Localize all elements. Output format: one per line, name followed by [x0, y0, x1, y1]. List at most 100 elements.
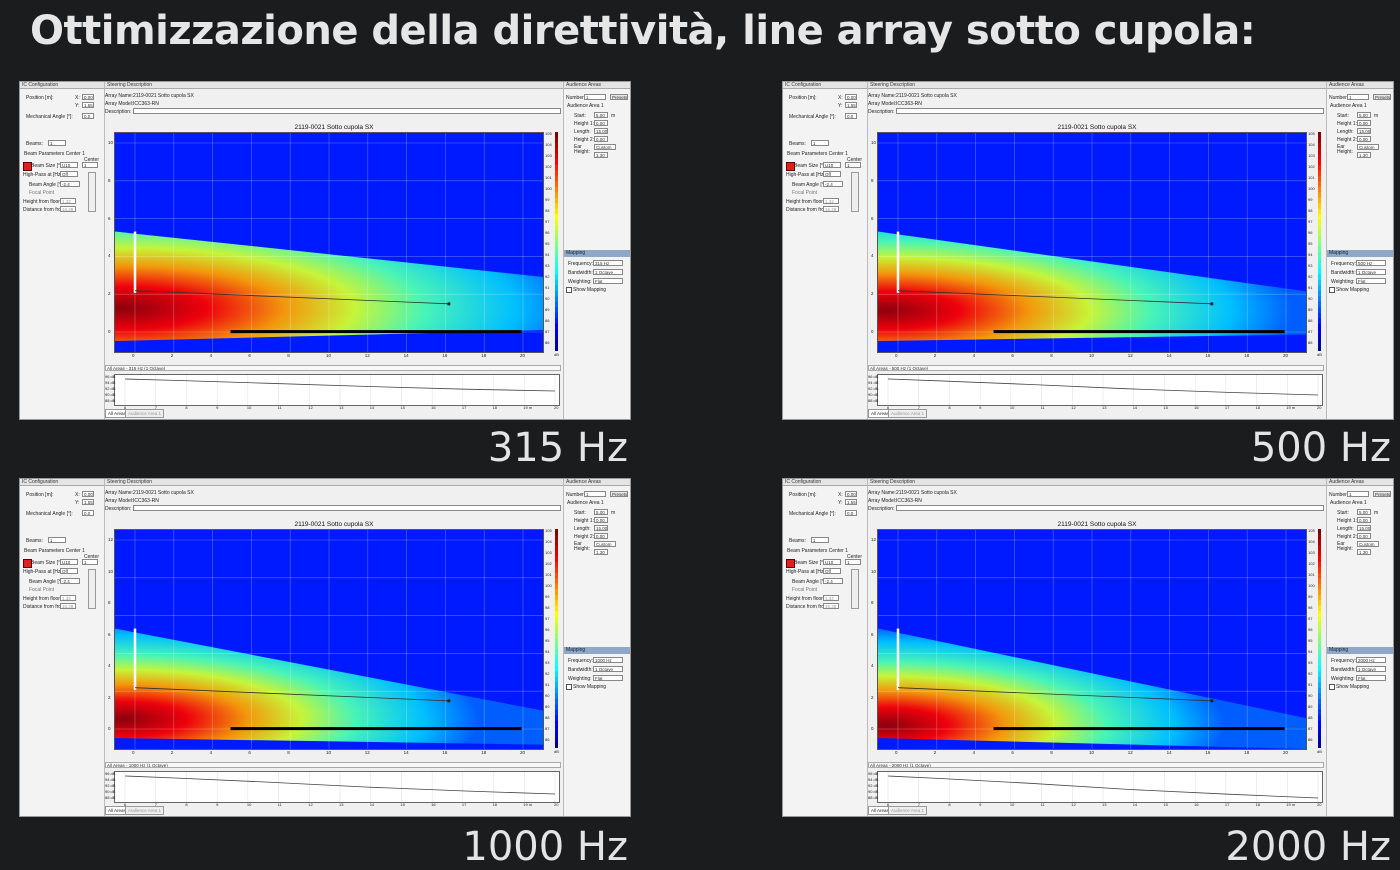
number-select[interactable]: 1: [584, 491, 606, 497]
x-input[interactable]: 0.00: [845, 94, 857, 100]
distance-front-input[interactable]: 16.28: [60, 603, 76, 609]
high-pass-select[interactable]: Off: [823, 171, 841, 177]
beam-angle-input[interactable]: -2.4: [823, 181, 843, 187]
height2-input[interactable]: 0.00: [594, 533, 608, 539]
mechanical-angle-input[interactable]: 0.0: [82, 113, 94, 119]
start-input[interactable]: 5.00: [1357, 112, 1371, 118]
ear-height-input[interactable]: 1.30: [1357, 152, 1371, 158]
bandwidth-select[interactable]: 1 Octave: [593, 269, 623, 275]
beam-size-select[interactable]: U10: [60, 559, 78, 565]
ear-height-select[interactable]: Custom: [594, 541, 616, 547]
show-mapping-checkbox[interactable]: [566, 684, 572, 690]
beam-angle-input[interactable]: -2.4: [60, 578, 80, 584]
description-input[interactable]: [896, 108, 1324, 114]
height2-input[interactable]: 0.00: [1357, 533, 1371, 539]
ear-height-select[interactable]: Custom: [594, 144, 616, 150]
start-input[interactable]: 5.00: [594, 112, 608, 118]
height1-input[interactable]: 0.00: [594, 120, 608, 126]
start-input[interactable]: 5.00: [594, 509, 608, 515]
height1-input[interactable]: 0.00: [1357, 517, 1371, 523]
beam-angle-slider[interactable]: [88, 569, 96, 609]
number-select[interactable]: 1: [1347, 94, 1369, 100]
beam-color-swatch[interactable]: [786, 162, 795, 171]
frequency-select[interactable]: 315 Hz: [593, 260, 623, 266]
beam-size-select[interactable]: U10: [823, 162, 841, 168]
height-floor-input[interactable]: 1.32: [60, 595, 76, 601]
description-input[interactable]: [133, 108, 561, 114]
high-pass-select[interactable]: Off: [823, 568, 841, 574]
y-input[interactable]: 1.55: [82, 499, 94, 505]
frequency-select[interactable]: 500 Hz: [1356, 260, 1386, 266]
weighting-select[interactable]: Flat: [1356, 278, 1386, 284]
number-select[interactable]: 1: [584, 94, 606, 100]
show-mapping-checkbox[interactable]: [566, 287, 572, 293]
distance-front-input[interactable]: 16.28: [823, 603, 839, 609]
beams-select[interactable]: 1: [811, 537, 829, 543]
frequency-select[interactable]: 1000 Hz: [593, 657, 623, 663]
beams-select[interactable]: 1: [48, 140, 66, 146]
mechanical-angle-input[interactable]: 0.0: [845, 510, 857, 516]
presets-button[interactable]: Presets: [610, 94, 628, 100]
ear-height-input[interactable]: 1.30: [1357, 549, 1371, 555]
height2-input[interactable]: 0.00: [1357, 136, 1371, 142]
beam-angle-slider[interactable]: [851, 172, 859, 212]
presets-button[interactable]: Presets: [610, 491, 628, 497]
beam-size-select[interactable]: U10: [60, 162, 78, 168]
height-floor-input[interactable]: 1.32: [823, 595, 839, 601]
x-input[interactable]: 0.00: [845, 491, 857, 497]
x-input[interactable]: 0.00: [82, 94, 94, 100]
tab-audience-area-1[interactable]: Audience Area 1: [125, 409, 165, 418]
ear-height-input[interactable]: 1.30: [594, 152, 608, 158]
ear-height-select[interactable]: Custom: [1357, 541, 1379, 547]
y-input[interactable]: 1.55: [845, 499, 857, 505]
beam-size-select[interactable]: U10: [823, 559, 841, 565]
show-mapping-checkbox[interactable]: [1329, 684, 1335, 690]
beam-angle-input[interactable]: -2.4: [823, 578, 843, 584]
height-floor-input[interactable]: 1.32: [823, 198, 839, 204]
y-input[interactable]: 1.55: [845, 102, 857, 108]
weighting-select[interactable]: Flat: [593, 675, 623, 681]
mechanical-angle-input[interactable]: 0.0: [82, 510, 94, 516]
high-pass-select[interactable]: Off: [60, 568, 78, 574]
tab-audience-area-1[interactable]: Audience Area 1: [125, 806, 165, 815]
beams-select[interactable]: 1: [811, 140, 829, 146]
height2-input[interactable]: 0.00: [594, 136, 608, 142]
high-pass-select[interactable]: Off: [60, 171, 78, 177]
bandwidth-select[interactable]: 1 Octave: [1356, 666, 1386, 672]
bandwidth-select[interactable]: 1 Octave: [593, 666, 623, 672]
length-input[interactable]: 15.00: [1357, 128, 1371, 134]
mechanical-angle-input[interactable]: 0.0: [845, 113, 857, 119]
weighting-select[interactable]: Flat: [593, 278, 623, 284]
beam-angle-slider[interactable]: [851, 569, 859, 609]
start-input[interactable]: 5.00: [1357, 509, 1371, 515]
tab-audience-area-1[interactable]: Audience Area 1: [888, 409, 928, 418]
length-input[interactable]: 15.00: [594, 128, 608, 134]
beam-color-swatch[interactable]: [786, 559, 795, 568]
length-input[interactable]: 15.00: [594, 525, 608, 531]
center-select[interactable]: 1: [845, 162, 861, 168]
distance-front-input[interactable]: 16.28: [60, 206, 76, 212]
center-select[interactable]: 1: [845, 559, 861, 565]
y-input[interactable]: 1.55: [82, 102, 94, 108]
x-input[interactable]: 0.00: [82, 491, 94, 497]
beam-angle-slider[interactable]: [88, 172, 96, 212]
height1-input[interactable]: 0.00: [1357, 120, 1371, 126]
distance-front-input[interactable]: 16.28: [823, 206, 839, 212]
beam-color-swatch[interactable]: [23, 559, 32, 568]
length-input[interactable]: 15.00: [1357, 525, 1371, 531]
presets-button[interactable]: Presets: [1373, 491, 1391, 497]
weighting-select[interactable]: Flat: [1356, 675, 1386, 681]
beam-angle-input[interactable]: -2.4: [60, 181, 80, 187]
frequency-select[interactable]: 2000 Hz: [1356, 657, 1386, 663]
description-input[interactable]: [133, 505, 561, 511]
beam-color-swatch[interactable]: [23, 162, 32, 171]
center-select[interactable]: 1: [82, 162, 98, 168]
height1-input[interactable]: 0.00: [594, 517, 608, 523]
tab-audience-area-1[interactable]: Audience Area 1: [888, 806, 928, 815]
beams-select[interactable]: 1: [48, 537, 66, 543]
number-select[interactable]: 1: [1347, 491, 1369, 497]
show-mapping-checkbox[interactable]: [1329, 287, 1335, 293]
ear-height-select[interactable]: Custom: [1357, 144, 1379, 150]
presets-button[interactable]: Presets: [1373, 94, 1391, 100]
center-select[interactable]: 1: [82, 559, 98, 565]
